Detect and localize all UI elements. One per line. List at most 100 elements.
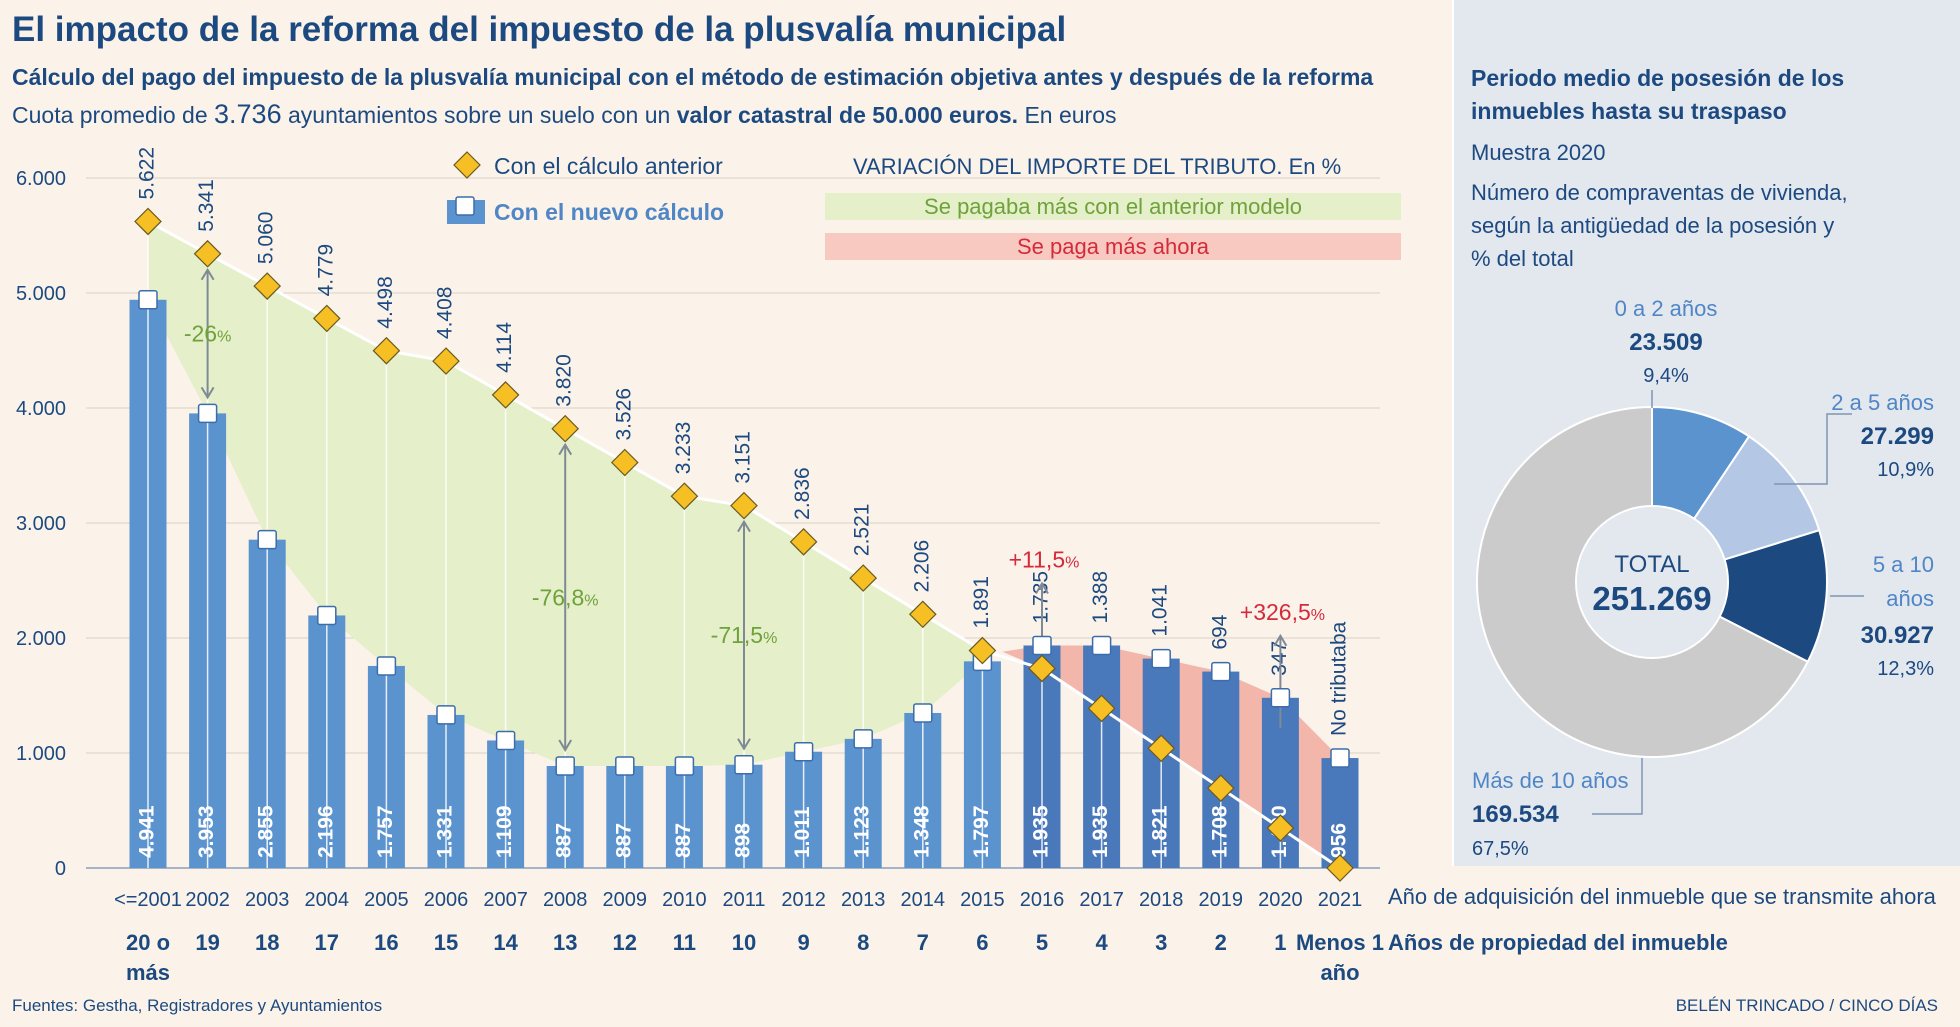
years-owned-label: 7 (917, 930, 929, 955)
old-value-marker (908, 600, 937, 629)
new-value-marker (615, 756, 635, 776)
old-value-marker (789, 528, 818, 556)
bar-value-label: 2.196 (314, 805, 337, 858)
legend-green-label: Se pagaba más con el anterior modelo (924, 194, 1302, 219)
old-value-label: 5.341 (195, 179, 218, 232)
new-value-marker (1270, 688, 1291, 708)
legend-red-label: Se paga más ahora (1017, 234, 1210, 259)
old-value-label: 694 (1208, 614, 1231, 649)
years-owned-label: 11 (673, 930, 696, 955)
subtitle-2-bold: valor catastral de 50.000 euros. (676, 102, 1019, 128)
annotation-arrow-tail (737, 519, 751, 533)
x-tick-label: 2017 (1079, 889, 1124, 911)
old-value-marker (1028, 654, 1056, 683)
old-value-marker (134, 207, 162, 236)
new-value-marker (853, 729, 873, 749)
bar-value-label: 1.935 (1030, 805, 1053, 858)
old-value-label: 2.521 (851, 504, 874, 557)
years-owned-label: 19 (195, 930, 219, 955)
subtitle-2-part-b: ayuntamientos sobre un suelo con un (287, 102, 671, 128)
years-owned-label: 8 (857, 930, 869, 955)
old-value-label: 3.151 (732, 431, 755, 484)
bar-value-label: 1.821 (1149, 805, 1172, 858)
page-subtitle: Cálculo del pago del impuesto de la plus… (12, 64, 1374, 90)
annotation-label: +11,5% (1009, 546, 1080, 572)
old-value-marker (253, 272, 282, 300)
x-tick-label: 2008 (543, 889, 588, 911)
page-subtitle-2: Cuota promedio de 3.736 ayuntamientos so… (12, 99, 1117, 130)
old-value-marker (1147, 734, 1176, 763)
page-title: El impacto de la reforma del impuesto de… (12, 10, 1067, 49)
annotation-arrow-head (200, 386, 215, 400)
annotation-arrow-tail (558, 442, 573, 456)
old-value-label: No tributaba (1328, 621, 1351, 736)
new-value-marker (138, 290, 158, 310)
x-axis-title-2: Años de propiedad del inmueble (1388, 930, 1728, 955)
y-tick-label: 6.000 (16, 168, 66, 190)
new-value-marker (1091, 635, 1112, 656)
new-value-marker (1330, 748, 1350, 768)
bar-value-label: 887 (612, 823, 635, 858)
x-axis-title: Año de adquisición del inmueble que se t… (1388, 884, 1936, 909)
pie-description-line-1: Número de compraventas de vivienda, (1471, 180, 1848, 205)
pie-slice-pct: 12,3% (1877, 658, 1934, 680)
old-value-label: 5.622 (136, 147, 159, 200)
bar (1321, 758, 1359, 868)
old-value-label: 1.041 (1149, 584, 1172, 637)
pie-description-line-3: % del total (1471, 246, 1574, 271)
old-value-marker (1087, 694, 1116, 723)
annotation-number: -71,5 (711, 622, 763, 648)
annotation-percent: % (763, 630, 777, 647)
years-owned-label: 9 (797, 930, 809, 955)
x-tick-label: 2020 (1258, 889, 1303, 911)
annotation-label: -26% (184, 321, 231, 347)
bar-chart: 0 1.000 2.000 3.000 4.000 5.000 6.000 4.941 5.62… (16, 147, 1401, 985)
years-owned-label: 5 (1036, 930, 1048, 955)
new-value-marker (734, 754, 754, 775)
pie-slice-name: 0 a 2 años (1615, 296, 1718, 321)
pie-leader-line (1774, 413, 1852, 485)
annotation-arrow-head (558, 739, 573, 752)
bar-value-label: 2.855 (255, 805, 278, 858)
new-value-marker (793, 741, 814, 762)
x-tick-label: 2002 (185, 889, 230, 911)
old-value-label: 2.206 (910, 540, 933, 593)
years-owned-label: 12 (613, 930, 637, 955)
pie-slice-name: años (1886, 586, 1934, 611)
credit-note: BELÉN TRINCADO / CINCO DÍAS (1675, 996, 1938, 1015)
bar-value-label: 1.757 (374, 805, 397, 858)
x-tick-label: 2007 (483, 889, 528, 911)
x-tick-label: 2004 (305, 889, 350, 911)
old-value-marker (610, 448, 639, 477)
subtitle-2-part-a: Cuota promedio de (12, 102, 208, 128)
x-tick-label: 2003 (245, 889, 290, 911)
legend-green-band (825, 193, 1401, 220)
old-value-marker (193, 239, 222, 268)
bar-value-label: 1.708 (1208, 805, 1231, 858)
old-value-marker (968, 636, 997, 665)
pie-slice-name: Más de 10 años (1472, 768, 1629, 793)
annotation-label: -71,5% (711, 622, 778, 648)
legend-square-icon (455, 196, 475, 216)
subtitle-2-number: 3.736 (214, 99, 282, 129)
old-value-marker (1326, 854, 1354, 882)
x-tick-label: 2013 (841, 889, 886, 911)
new-value-marker (317, 605, 337, 626)
new-value-marker (495, 730, 516, 751)
variation-title: VARIACIÓN DEL IMPORTE DEL TRIBUTO. En % (853, 154, 1341, 179)
old-value-marker (670, 482, 699, 511)
pie-slice-pct: 10,9% (1877, 459, 1934, 481)
legend-new-label: Con el nuevo cálculo (494, 199, 724, 225)
old-value-label: 2.836 (791, 467, 814, 520)
old-value-label: 4.498 (374, 276, 397, 329)
years-owned-label: 6 (976, 930, 988, 955)
x-tick-label: 2006 (424, 889, 469, 911)
y-tick-label: 5.000 (16, 283, 66, 305)
old-value-label: 4.408 (434, 287, 457, 340)
years-owned-label: 2 (1215, 930, 1227, 955)
bar-value-label: 1.797 (970, 805, 993, 858)
bar-value-label: 887 (672, 823, 695, 858)
subtitle-2-part-c: En euros (1024, 102, 1117, 128)
bar-value-label: 898 (732, 823, 755, 858)
years-owned-label: 16 (374, 930, 398, 955)
